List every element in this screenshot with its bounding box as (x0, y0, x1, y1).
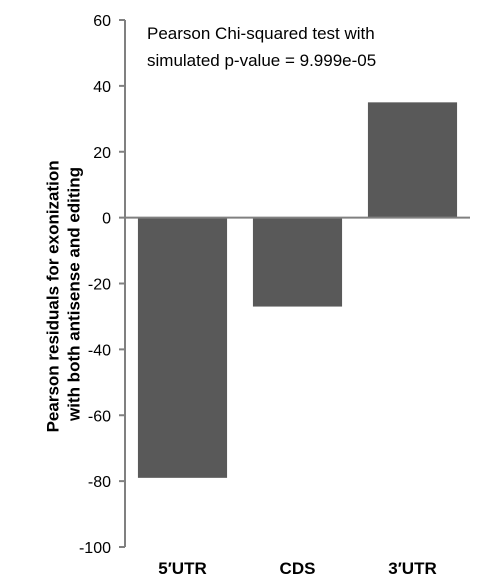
bars (137, 102, 458, 478)
y-tick-label: 20 (93, 145, 111, 162)
category-label: 5′UTR (158, 559, 206, 578)
bar (367, 102, 458, 218)
category-label: CDS (280, 559, 316, 578)
chart-annotation: Pearson Chi-squared test with simulated … (147, 24, 379, 70)
bar (137, 217, 228, 478)
category-labels: 5′UTR CDS 3′UTR (158, 559, 436, 578)
y-axis: 60 40 20 0 -20 -40 -60 -80 -100 (79, 13, 126, 557)
y-axis-title-line-1: Pearson residuals for exonization (43, 160, 62, 432)
y-tick-label: -100 (79, 540, 111, 557)
y-tick-label: 0 (102, 211, 111, 228)
y-axis-title-line-2: with both antisense and editing (65, 167, 84, 422)
y-axis-title: Pearson residuals for exonization with b… (43, 156, 83, 433)
y-tick-label: -40 (88, 342, 111, 359)
category-label: 3′UTR (388, 559, 436, 578)
y-tick-label: -80 (88, 474, 111, 491)
y-tick-label: 40 (93, 79, 111, 96)
y-tick-label: -20 (88, 277, 111, 294)
annotation-line-2: simulated p-value = 9.999e-05 (147, 51, 376, 70)
bar (252, 217, 343, 307)
annotation-line-1: Pearson Chi-squared test with (147, 24, 375, 43)
y-tick-label: -60 (88, 408, 111, 425)
y-tick-label: 60 (93, 13, 111, 30)
